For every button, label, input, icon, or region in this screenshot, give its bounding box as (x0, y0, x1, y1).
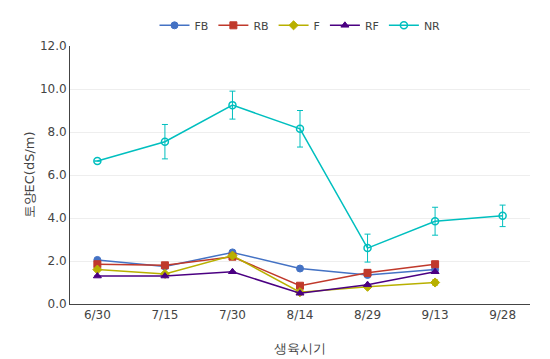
svg-text:10.0: 10.0 (40, 82, 67, 96)
svg-text:생육시기: 생육시기 (274, 341, 326, 356)
svg-text:4.0: 4.0 (48, 211, 67, 225)
svg-text:8.0: 8.0 (48, 125, 67, 139)
svg-text:RF: RF (365, 20, 379, 33)
svg-text:8/14: 8/14 (287, 308, 314, 322)
svg-text:6.0: 6.0 (48, 168, 67, 182)
svg-text:8/29: 8/29 (354, 308, 381, 322)
svg-text:NR: NR (424, 20, 440, 33)
svg-text:12.0: 12.0 (40, 39, 67, 53)
svg-text:RB: RB (253, 20, 268, 33)
svg-text:9/28: 9/28 (489, 308, 516, 322)
svg-text:2.0: 2.0 (48, 254, 67, 268)
svg-text:9/13: 9/13 (422, 308, 449, 322)
svg-text:7/15: 7/15 (151, 308, 178, 322)
svg-text:7/30: 7/30 (219, 308, 246, 322)
svg-text:0.0: 0.0 (48, 297, 67, 311)
svg-text:F: F (314, 20, 320, 33)
svg-text:FB: FB (195, 20, 209, 33)
svg-text:토양EC(dS/m): 토양EC(dS/m) (22, 132, 37, 219)
svg-text:6/30: 6/30 (84, 308, 111, 322)
